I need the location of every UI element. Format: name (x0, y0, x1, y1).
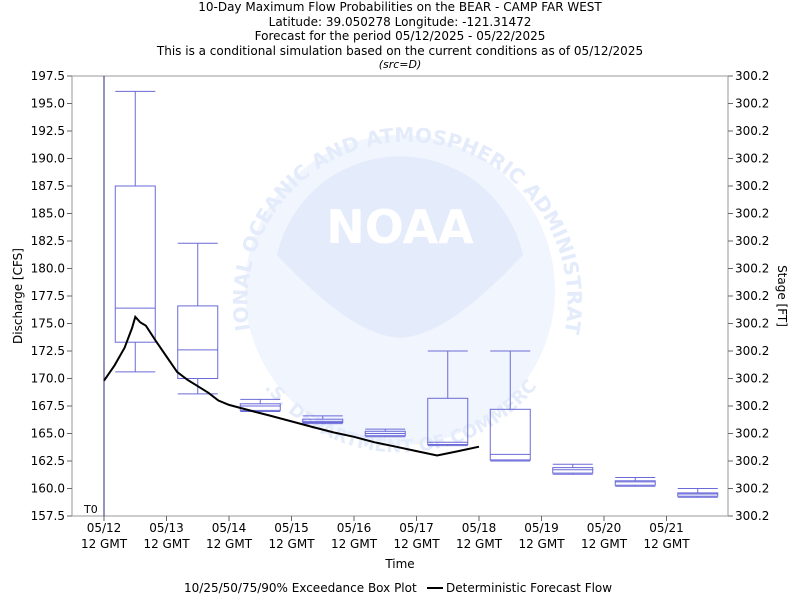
x-axis-title: Time (384, 557, 414, 571)
t0-label: T0 (83, 503, 98, 516)
legend: 10/25/50/75/90% Exceedance Box Plot Dete… (184, 581, 612, 595)
y-tick-label: 157.5 (31, 509, 65, 523)
chart-title-block: 10-Day Maximum Flow Probabilities on the… (0, 0, 800, 73)
x-tick-time: 12 GMT (81, 537, 128, 551)
y-axis-title: Discharge [CFS] (11, 248, 25, 344)
y-right-tick-label: 300.2 (735, 372, 769, 386)
box-plot (677, 488, 719, 498)
x-tick-time: 12 GMT (331, 537, 378, 551)
y-right-tick-label: 300.2 (735, 97, 769, 111)
box-iqr (302, 418, 344, 424)
x-tick-date: 05/13 (149, 521, 184, 535)
y-axis-right: 300.2 300.2 300.2 300.2 300.2 300.2 300.2 300.2… (728, 69, 769, 523)
box-plot (364, 428, 406, 438)
box-iqr (114, 185, 156, 343)
x-tick-date: 05/19 (524, 521, 559, 535)
box-iqr (427, 397, 469, 445)
box-plot (114, 90, 156, 373)
box-iqr (177, 305, 219, 379)
watermark-noaa-text: NOAA (326, 200, 474, 254)
y-right-tick-label: 300.2 (735, 262, 769, 276)
y-right-tick-label: 300.2 (735, 317, 769, 331)
y-right-tick-label: 300.2 (735, 289, 769, 303)
x-tick-date: 05/15 (274, 521, 309, 535)
y-tick-label: 182.5 (31, 234, 65, 248)
box-plot (614, 477, 656, 487)
y-right-tick-label: 300.2 (735, 399, 769, 413)
y-tick-label: 170.0 (31, 372, 65, 386)
y-tick-label: 195.0 (31, 97, 65, 111)
box-iqr (552, 467, 594, 474)
y-right-tick-label: 300.2 (735, 207, 769, 221)
y-tick-label: 175.0 (31, 317, 65, 331)
chart-title: 10-Day Maximum Flow Probabilities on the… (198, 0, 602, 14)
x-tick-date: 05/17 (399, 521, 434, 535)
deterministic-forecast-line (103, 314, 480, 457)
x-tick-time: 12 GMT (456, 537, 503, 551)
legend-line-label: Deterministic Forecast Flow (446, 581, 612, 595)
y-tick-label: 167.5 (31, 399, 65, 413)
box-plot (552, 463, 594, 475)
x-axis: 05/12 12 GMT 05/13 12 GMT 05/14 12 GMT 05/15 12… (81, 516, 690, 551)
chart-subtitle-period: Forecast for the period 05/12/2025 - 05/… (254, 29, 546, 44)
y-tick-label: 190.0 (31, 152, 65, 166)
y-tick-label: 177.5 (31, 289, 65, 303)
y-right-tick-label: 300.2 (735, 454, 769, 468)
y-right-tick-label: 300.2 (735, 482, 769, 496)
y-axis-right-title: Stage [FT] (775, 265, 789, 327)
x-tick-date: 05/12 (87, 521, 122, 535)
y-tick-label: 172.5 (31, 344, 65, 358)
y-right-tick-label: 300.2 (735, 69, 769, 83)
y-right-tick-label: 300.2 (735, 152, 769, 166)
x-tick-time: 12 GMT (518, 537, 565, 551)
x-tick-time: 12 GMT (206, 537, 253, 551)
y-tick-label: 197.5 (31, 69, 65, 83)
box-iqr (489, 408, 531, 461)
y-tick-label: 160.0 (31, 482, 65, 496)
y-right-tick-label: 300.2 (735, 509, 769, 523)
box-iqr (614, 480, 656, 486)
y-right-tick-label: 300.2 (735, 344, 769, 358)
x-tick-date: 05/14 (212, 521, 247, 535)
y-right-tick-label: 300.2 (735, 234, 769, 248)
watermark-gull (277, 156, 523, 338)
y-tick-label: 185.0 (31, 207, 65, 221)
x-tick-time: 12 GMT (581, 537, 628, 551)
chart-subtitle-location: Latitude: 39.050278 Longitude: -121.3147… (268, 14, 532, 29)
y-tick-label: 187.5 (31, 179, 65, 193)
x-tick-date: 05/18 (462, 521, 497, 535)
y-tick-label: 180.0 (31, 262, 65, 276)
chart-subtitle-conditional: This is a conditional simulation based o… (156, 43, 644, 58)
x-tick-time: 12 GMT (268, 537, 315, 551)
x-tick-time: 12 GMT (143, 537, 190, 551)
box-iqr (677, 492, 719, 497)
box-plot (427, 350, 469, 447)
y-tick-label: 162.5 (31, 454, 65, 468)
y-axis-left: 157.5 160.0 162.5 165.0 167.5 170.0 172.5 175.0… (31, 69, 72, 523)
y-right-tick-label: 300.2 (735, 427, 769, 441)
x-tick-date: 05/20 (587, 521, 622, 535)
noaa-watermark: NATIONAL OCEANIC AND ATMOSPHERIC ADMINIS… (0, 0, 587, 458)
box-plot (177, 242, 219, 395)
y-tick-label: 192.5 (31, 124, 65, 138)
box-plot (489, 350, 531, 462)
x-tick-date: 05/21 (649, 521, 684, 535)
y-tick-label: 165.0 (31, 427, 65, 441)
y-right-tick-label: 300.2 (735, 124, 769, 138)
x-tick-date: 05/16 (337, 521, 372, 535)
box-plots (114, 90, 719, 498)
y-right-tick-label: 300.2 (735, 179, 769, 193)
x-tick-time: 12 GMT (393, 537, 440, 551)
box-plot (302, 415, 344, 425)
chart-source-note: (src=D) (378, 58, 422, 72)
x-tick-time: 12 GMT (643, 537, 690, 551)
legend-box-label: 10/25/50/75/90% Exceedance Box Plot (184, 581, 417, 595)
